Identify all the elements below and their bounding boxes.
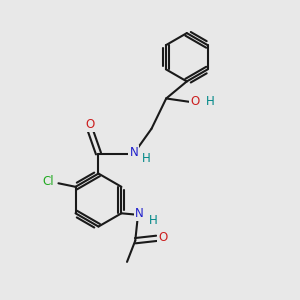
Text: O: O	[85, 118, 94, 131]
Text: Cl: Cl	[42, 175, 54, 188]
Text: N: N	[135, 207, 143, 220]
Text: H: H	[206, 94, 215, 108]
Text: H: H	[148, 214, 157, 226]
Text: O: O	[190, 95, 200, 108]
Text: O: O	[158, 231, 168, 244]
Text: N: N	[129, 146, 138, 159]
Text: H: H	[142, 152, 151, 165]
